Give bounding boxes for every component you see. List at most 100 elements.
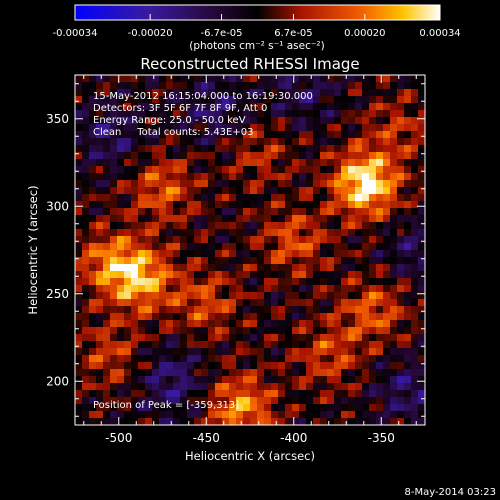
heatmap-cell	[320, 390, 328, 398]
heatmap-cell	[117, 390, 125, 398]
heatmap-cell	[418, 75, 425, 83]
heatmap-cell	[117, 222, 125, 230]
heatmap-cell	[320, 257, 328, 265]
heatmap-cell	[145, 376, 153, 384]
heatmap-cell	[285, 264, 293, 272]
heatmap-cell	[152, 166, 160, 174]
heatmap-cell	[236, 187, 244, 195]
heatmap-cell	[152, 131, 160, 139]
heatmap-cell	[369, 131, 377, 139]
heatmap-cell	[243, 117, 251, 125]
heatmap-cell	[418, 187, 425, 195]
heatmap-cell	[152, 152, 160, 160]
heatmap-cell	[82, 243, 90, 251]
heatmap-cell	[306, 355, 314, 363]
colorbar-ticks: -0.00034 -0.00020 -6.7e-05 6.7e-05 0.00020 0.…	[53, 14, 461, 39]
heatmap-cell	[369, 404, 377, 412]
heatmap-cell	[299, 75, 307, 83]
heatmap-cell	[75, 173, 83, 181]
heatmap-cell	[306, 264, 314, 272]
heatmap-cell	[145, 208, 153, 216]
heatmap-cell	[110, 89, 118, 97]
heatmap-cell	[215, 306, 223, 314]
heatmap-cell	[222, 173, 230, 181]
heatmap-cell	[383, 376, 391, 384]
heatmap-cell	[383, 152, 391, 160]
heatmap-cell	[110, 271, 118, 279]
heatmap-cell	[299, 201, 307, 209]
heatmap-cell	[257, 236, 265, 244]
heatmap-cell	[320, 96, 328, 104]
heatmap-cell	[257, 418, 265, 425]
heatmap-cell	[180, 383, 188, 391]
heatmap-cell	[201, 320, 209, 328]
heatmap-cell	[299, 89, 307, 97]
heatmap-cell	[173, 264, 181, 272]
heatmap-cell	[362, 124, 370, 132]
heatmap-cell	[397, 285, 405, 293]
heatmap-cell	[292, 166, 300, 174]
heatmap-cell	[236, 327, 244, 335]
heatmap-cell	[180, 131, 188, 139]
heatmap-cell	[264, 341, 272, 349]
heatmap-cell	[285, 194, 293, 202]
heatmap-cell	[215, 292, 223, 300]
heatmap-cell	[229, 327, 237, 335]
heatmap-cell	[348, 117, 356, 125]
heatmap-cell	[145, 75, 153, 83]
heatmap-cell	[327, 292, 335, 300]
heatmap-cell	[411, 411, 419, 419]
heatmap-cell	[243, 320, 251, 328]
heatmap-cell	[397, 117, 405, 125]
heatmap-cell	[369, 103, 377, 111]
heatmap-cell	[383, 208, 391, 216]
heatmap-cell	[82, 418, 90, 425]
heatmap-cell	[313, 89, 321, 97]
heatmap-cell	[222, 236, 230, 244]
heatmap-cell	[243, 411, 251, 419]
heatmap-cell	[152, 355, 160, 363]
heatmap-cell	[257, 159, 265, 167]
heatmap-cell	[159, 404, 167, 412]
heatmap-cell	[110, 215, 118, 223]
heatmap-cell	[250, 376, 258, 384]
heatmap-cell	[327, 201, 335, 209]
heatmap-cell	[187, 404, 195, 412]
heatmap-cell	[250, 278, 258, 286]
heatmap-cell	[404, 222, 412, 230]
heatmap-cell	[138, 236, 146, 244]
heatmap-cell	[110, 96, 118, 104]
heatmap-cell	[82, 187, 90, 195]
heatmap-cell	[334, 397, 342, 405]
heatmap-cell	[376, 250, 384, 258]
heatmap-cell	[131, 208, 139, 216]
heatmap-cell	[222, 152, 230, 160]
heatmap-cell	[264, 215, 272, 223]
heatmap-cell	[117, 75, 125, 83]
heatmap-cell	[82, 292, 90, 300]
heatmap-cell	[397, 313, 405, 321]
y-axis-label: Heliocentric Y (arcsec)	[26, 185, 40, 314]
heatmap-cell	[271, 229, 279, 237]
heatmap-cell	[173, 145, 181, 153]
heatmap-cell	[404, 96, 412, 104]
heatmap-cell	[124, 390, 132, 398]
heatmap-cell	[201, 306, 209, 314]
heatmap-cell	[89, 411, 97, 419]
heatmap-cell	[243, 313, 251, 321]
heatmap-cell	[292, 82, 300, 90]
heatmap-cell	[271, 348, 279, 356]
heatmap-cell	[89, 348, 97, 356]
heatmap-cell	[187, 369, 195, 377]
heatmap-cell	[320, 320, 328, 328]
heatmap-cell	[89, 362, 97, 370]
heatmap-cell	[187, 299, 195, 307]
heatmap-cell	[397, 306, 405, 314]
heatmap-cell	[348, 187, 356, 195]
heatmap-cell	[404, 313, 412, 321]
heatmap-cell	[299, 404, 307, 412]
heatmap-cell	[215, 313, 223, 321]
heatmap-cell	[208, 418, 216, 425]
heatmap-cell	[222, 250, 230, 258]
heatmap-cell	[96, 341, 104, 349]
